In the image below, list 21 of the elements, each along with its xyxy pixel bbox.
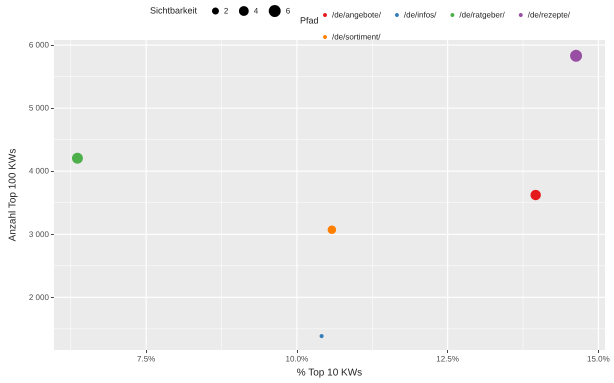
y-tick-label: 6 000 [28, 40, 50, 50]
legend-label: 4 [254, 6, 259, 16]
y-tick-label: 2 000 [28, 292, 50, 302]
x-tick-label: 10.0% [286, 354, 308, 364]
x-axis-title: % Top 10 KWs [296, 368, 362, 378]
y-axis-title: Anzahl Top 100 KWs [8, 148, 18, 242]
text: Sichtbarkeit [150, 6, 198, 16]
legend-label: 2 [224, 6, 229, 16]
legend-label: /de/infos/ [404, 10, 438, 20]
y-tick-label: 5 000 [28, 104, 50, 113]
legend-label: 6 [286, 6, 291, 16]
legend-title: Pfad [300, 16, 319, 26]
legend-label: /de/angebote/ [332, 10, 382, 20]
legend-label: /de/ratgeber/ [459, 10, 506, 20]
x-tick-label: 15.0% [587, 354, 610, 364]
legend-label: /de/rezepte/ [528, 10, 571, 20]
legend-label: /de/sortiment/ [332, 32, 382, 42]
x-tick-label: 12.5% [436, 354, 459, 364]
y-tick-label: 4 000 [28, 166, 50, 176]
y-tick-label: 3 000 [28, 230, 50, 239]
x-tick-label: 7.5% [137, 354, 156, 364]
